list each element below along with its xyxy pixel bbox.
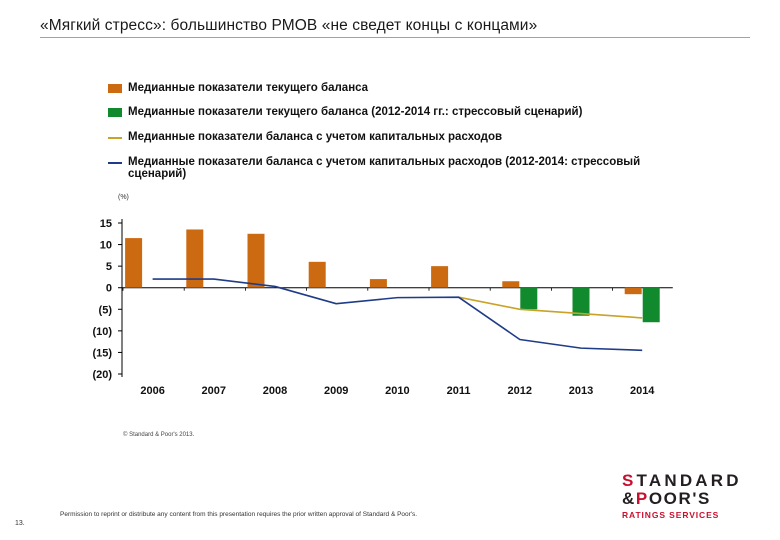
y-tick-label: 5 xyxy=(106,261,112,273)
bar-current-balance xyxy=(369,279,387,288)
page-number: 13. xyxy=(15,520,25,527)
x-tick-label: 2010 xyxy=(385,385,409,397)
bar-current-balance-stress xyxy=(572,287,590,316)
y-tick-label: 10 xyxy=(100,240,112,252)
bar-current-balance xyxy=(308,261,326,288)
logo-wordmark-line1: STANDARD xyxy=(622,471,742,490)
logo-wordmark-line2: &POOR'S xyxy=(622,489,711,508)
legend-item-capex-balance-stress: Медианные показатели баланса с учетом ка… xyxy=(108,156,708,180)
bar-current-balance-stress xyxy=(520,287,538,310)
x-tick-label: 2009 xyxy=(324,385,348,397)
legend-label: Медианные показатели текущего баланса xyxy=(128,82,369,94)
chart-source-note: © Standard & Poor's 2013. xyxy=(123,432,195,438)
y-tick-label: (10) xyxy=(92,326,112,338)
sp-logo: STANDARD &POOR'S RATINGS SERVICES xyxy=(622,471,748,521)
legend-item-capex-balance: Медианные показатели баланса с учетом ка… xyxy=(108,131,708,156)
legend-item-current-balance-stress: Медианные показатели текущего баланса (2… xyxy=(108,106,708,131)
chart-legend: Медианные показатели текущего баланса Ме… xyxy=(108,82,708,180)
logo-subtitle: RATINGS SERVICES xyxy=(622,510,720,520)
line-capex-balance xyxy=(458,296,643,319)
page-title: «Мягкий стресс»: большинство РМОВ «не св… xyxy=(40,17,538,34)
legend-label: Медианные показатели баланса с учетом ка… xyxy=(128,131,503,143)
legend-swatch-orange xyxy=(108,84,122,93)
x-tick-label: 2008 xyxy=(263,385,287,397)
bar-current-balance xyxy=(186,229,204,288)
legend-swatch-green xyxy=(108,108,122,117)
x-tick-label: 2011 xyxy=(447,385,471,397)
x-tick-label: 2013 xyxy=(569,385,593,397)
legend-line-navy xyxy=(108,162,122,164)
bar-current-balance xyxy=(247,233,265,288)
legend-line-gold xyxy=(108,137,122,139)
bar-current-balance xyxy=(624,287,642,295)
legend-item-current-balance: Медианные показатели текущего баланса xyxy=(108,82,708,106)
legend-label: Медианные показатели баланса с учетом ка… xyxy=(128,156,641,180)
bar-current-balance-stress xyxy=(642,287,660,323)
x-tick-label: 2014 xyxy=(630,385,655,397)
bar-current-balance xyxy=(125,238,143,288)
permission-note: Permission to reprint or distribute any … xyxy=(60,511,418,518)
y-tick-label: 15 xyxy=(100,218,112,230)
x-tick-label: 2012 xyxy=(508,385,532,397)
y-tick-label: (15) xyxy=(92,347,112,359)
bar-current-balance xyxy=(502,281,520,288)
x-tick-label: 2006 xyxy=(140,385,164,397)
y-tick-label: (5) xyxy=(99,304,113,316)
bar-current-balance xyxy=(431,266,449,288)
y-tick-label: (20) xyxy=(92,369,112,381)
unit-label: (%) xyxy=(118,194,129,201)
line-capex-balance-stress xyxy=(152,278,643,352)
x-tick-label: 2007 xyxy=(202,385,226,397)
y-tick-label: 0 xyxy=(106,283,112,295)
legend-label: Медианные показатели текущего баланса (2… xyxy=(128,106,583,118)
title-divider xyxy=(40,37,750,38)
